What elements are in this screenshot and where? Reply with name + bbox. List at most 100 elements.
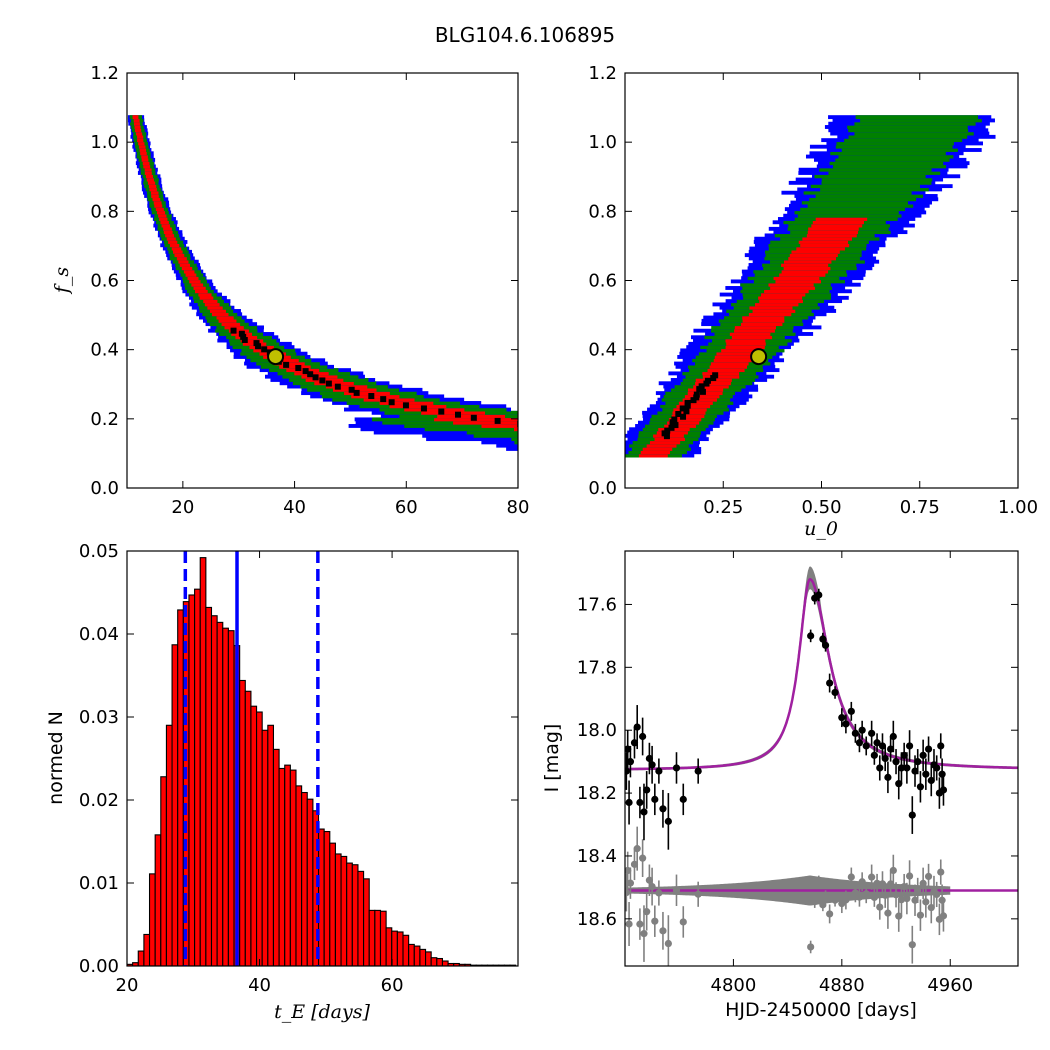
p2-best-fit-marker [750,348,768,366]
p4-residual-point [922,898,930,906]
p1-best-cell [295,364,302,371]
p4-residual-point [847,873,855,881]
p1-density-cell [168,240,178,244]
p1-best-cell [261,346,268,353]
p1-best-cell [380,396,387,403]
p1-ytick-label: 0.4 [90,340,119,361]
p2-density-cell [835,144,953,149]
p2-density-cell [740,322,783,327]
p4-plot-area [625,566,1018,966]
p1-density-cell [153,200,162,205]
p2-density-cell [860,118,982,123]
p1-density-cell [332,387,377,392]
p1-best-cell [602,430,608,436]
p1-density-cell [453,420,518,425]
p2-density-cell [638,453,668,458]
p2-density-cell [716,351,756,356]
p4-residual-point [655,889,663,897]
p3-frame [126,550,519,967]
p4-residual-point [648,882,656,891]
p2-density-cell [781,263,829,267]
p4-data-point [933,764,941,772]
p1-best-cell [283,361,290,368]
p4-data-point [625,798,633,807]
p1-density-cell [178,259,189,264]
p3-hist-bar [267,724,275,966]
p2-density-cell [829,161,944,166]
p3-hist-bar [148,873,156,966]
p4-data-point [838,714,846,722]
p4-residual-point [903,894,911,903]
p2-best-cell [664,427,671,434]
p4-residual-point [933,890,941,899]
p4-residual-point [911,896,919,904]
p1-density-cell [199,295,214,300]
p4-data-point [821,641,830,649]
p3-hist-bar [357,870,365,966]
p1-density-cell [191,282,204,287]
p2-best-cell [668,424,675,431]
p4-data-point [889,732,897,741]
p4-data-point [807,632,815,640]
p4-residual-point [807,943,815,951]
p2-density-cell [646,443,677,448]
p2-density-cell [848,134,968,139]
p2-density-cell [807,203,914,208]
p2-density-cell [855,115,979,120]
p1-density-cell [169,243,180,248]
p2-ytick-label: 1.0 [588,132,617,153]
p1-best-cell [438,408,445,415]
p3-ytick-label: 0.01 [79,873,119,894]
p4-residual-point [900,882,908,891]
p2-density-cell [838,154,954,159]
p2-density-cell [809,197,917,202]
p2-density-cell [749,305,793,310]
p1-density-cell [211,312,229,317]
p1-density-cell [183,269,195,274]
p4-data-point [924,745,933,753]
p2-best-cell [679,405,686,412]
p4-residual-point [937,868,945,876]
p4-ytick-label: 18.2 [577,783,617,804]
p2-density-cell [755,302,799,307]
p2-xtick-label: 0.75 [900,497,940,518]
p4-ytick-label: 18.6 [577,909,617,930]
p1-density-cell [216,315,234,320]
p2-density-cell [794,210,899,215]
p1-density-cell [506,447,518,451]
p1-density-cell [426,437,518,442]
p2-density-cell [759,299,803,304]
p1-density-cell [163,230,173,235]
p4-xtick-label: 4800 [711,975,757,996]
p1-ylabel: f_s [51,267,73,296]
p1-density-cell [158,213,167,218]
p2-density-cell [770,286,816,290]
p1-density-cell [274,361,305,366]
p2-best-cell [712,372,719,379]
p1-density-cell [189,279,201,284]
p1-density-cell [134,121,140,126]
p1-density-cell [673,450,1050,454]
p4-residual-point [811,898,819,906]
p2-xtick-label: 0.50 [801,497,841,518]
p2-density-cell [814,174,926,179]
p4-data-point [914,758,922,766]
p4-residual-point [897,896,906,904]
p1-density-cell [514,427,518,432]
p1-best-cell [540,424,546,430]
p3-hist-bar [239,679,246,966]
p1-density-cell [351,394,400,399]
p1-density-cell [144,167,152,172]
p1-density-cell [143,164,151,169]
p1-density-cell [827,450,1050,454]
p4-residual-point [876,903,884,911]
p2-density-cell [854,131,974,136]
p2-density-cell [820,187,929,192]
p1-density-cell [373,430,518,435]
p1-best-cell [307,371,314,378]
p3-ytick-label: 0.05 [79,541,119,562]
p3-hist-bar [165,724,173,966]
p2-density-cell [791,249,840,254]
p2-ytick-label: 0.4 [588,340,617,361]
p1-best-cell [255,343,262,350]
